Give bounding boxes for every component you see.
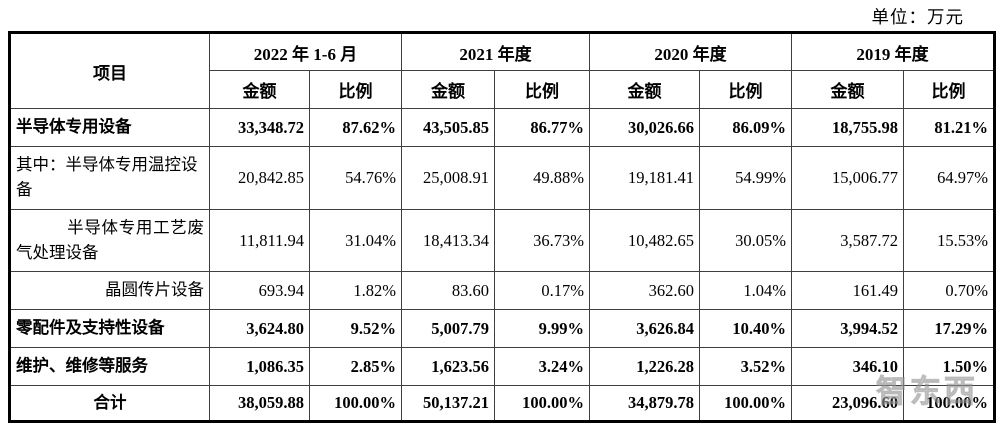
ratio-cell: 100.00%	[308, 385, 403, 422]
amount-cell: 1,226.28	[589, 347, 701, 386]
ratio-cell: 54.99%	[699, 146, 793, 210]
column-header-period-2021: 2021 年度	[401, 32, 591, 71]
column-header-ratio: 比例	[308, 70, 403, 109]
ratio-cell: 0.17%	[494, 271, 591, 310]
amount-cell: 50,137.21	[401, 385, 496, 422]
table-row-exhaust-gas-equipment: 半导体专用工艺废气处理设备 11,811.94 31.04% 18,413.34…	[9, 209, 996, 272]
column-header-ratio: 比例	[699, 70, 793, 109]
amount-cell: 43,505.85	[401, 108, 496, 147]
amount-cell: 10,482.65	[589, 209, 701, 272]
amount-cell: 11,811.94	[209, 209, 310, 272]
table-row-maintenance-services: 维护、维修等服务 1,086.35 2.85% 1,623.56 3.24% 1…	[9, 347, 996, 386]
table-row-total: 合计 38,059.88 100.00% 50,137.21 100.00% 3…	[9, 385, 996, 422]
amount-cell: 20,842.85	[209, 146, 310, 210]
amount-cell: 23,096.60	[791, 385, 905, 422]
ratio-cell: 81.21%	[903, 108, 996, 147]
ratio-cell: 9.99%	[494, 309, 591, 348]
amount-cell: 18,413.34	[401, 209, 496, 272]
amount-cell: 161.49	[791, 271, 905, 310]
table-row-spare-parts: 零配件及支持性设备 3,624.80 9.52% 5,007.79 9.99% …	[9, 309, 996, 348]
column-header-period-2022: 2022 年 1-6 月	[208, 32, 403, 71]
row-label: 合计	[9, 385, 210, 422]
ratio-cell: 1.04%	[699, 271, 793, 310]
ratio-cell: 1.82%	[308, 271, 403, 310]
amount-cell: 33,348.72	[209, 108, 310, 147]
header-row-measures: 金额 比例 金额 比例 金额 比例 金额 比例	[10, 70, 996, 109]
ratio-cell: 86.77%	[494, 108, 591, 147]
row-label: 晶圆传片设备	[9, 271, 210, 310]
ratio-cell: 87.62%	[308, 108, 403, 147]
amount-cell: 1,086.35	[209, 347, 310, 386]
amount-cell: 1,623.56	[401, 347, 496, 386]
column-header-ratio: 比例	[903, 70, 996, 109]
row-label: 半导体专用工艺废气处理设备	[9, 209, 210, 272]
ratio-cell: 17.29%	[903, 309, 996, 348]
table-row-semiconductor-equipment: 半导体专用设备 33,348.72 87.62% 43,505.85 86.77…	[9, 108, 996, 147]
amount-cell: 5,007.79	[401, 309, 496, 348]
ratio-cell: 1.50%	[903, 347, 996, 386]
ratio-cell: 3.24%	[494, 347, 591, 386]
ratio-cell: 100.00%	[494, 385, 591, 422]
amount-cell: 693.94	[209, 271, 310, 310]
ratio-cell: 0.70%	[903, 271, 996, 310]
row-label: 其中：半导体专用温控设备	[9, 146, 210, 210]
table-row-temp-control-equipment: 其中：半导体专用温控设备 20,842.85 54.76% 25,008.91 …	[9, 146, 996, 210]
ratio-cell: 31.04%	[308, 209, 403, 272]
table-body: 半导体专用设备 33,348.72 87.62% 43,505.85 86.77…	[9, 108, 996, 422]
ratio-cell: 86.09%	[699, 108, 793, 147]
ratio-cell: 54.76%	[308, 146, 403, 210]
column-header-amount: 金额	[209, 70, 310, 109]
row-label: 维护、维修等服务	[9, 347, 210, 386]
amount-cell: 362.60	[589, 271, 701, 310]
amount-cell: 3,624.80	[209, 309, 310, 348]
ratio-cell: 36.73%	[494, 209, 591, 272]
column-header-period-2020: 2020 年度	[589, 32, 793, 71]
ratio-cell: 3.52%	[699, 347, 793, 386]
ratio-cell: 49.88%	[494, 146, 591, 210]
table-header: 项目 2022 年 1-6 月 2021 年度 2020 年度 2019 年度 …	[9, 32, 996, 109]
column-header-amount: 金额	[589, 70, 701, 109]
column-header-ratio: 比例	[494, 70, 591, 109]
column-header-amount: 金额	[401, 70, 496, 109]
row-label: 半导体专用设备	[9, 108, 210, 147]
amount-cell: 38,059.88	[209, 385, 310, 422]
column-header-item: 项目	[9, 32, 210, 109]
amount-cell: 18,755.98	[791, 108, 905, 147]
amount-cell: 19,181.41	[589, 146, 701, 210]
amount-cell: 30,026.66	[589, 108, 701, 147]
ratio-cell: 64.97%	[903, 146, 996, 210]
ratio-cell: 100.00%	[699, 385, 793, 422]
column-header-amount: 金额	[791, 70, 905, 109]
unit-label: 单位：万元	[871, 7, 964, 27]
ratio-cell: 10.40%	[699, 309, 793, 348]
amount-cell: 3,587.72	[791, 209, 905, 272]
ratio-cell: 9.52%	[308, 309, 403, 348]
ratio-cell: 100.00%	[903, 385, 996, 422]
header-row-periods: 项目 2022 年 1-6 月 2021 年度 2020 年度 2019 年度	[9, 32, 996, 109]
ratio-cell: 2.85%	[308, 347, 403, 386]
row-label: 零配件及支持性设备	[9, 309, 210, 348]
financial-table: 项目 2022 年 1-6 月 2021 年度 2020 年度 2019 年度 …	[8, 31, 997, 423]
amount-cell: 3,626.84	[589, 309, 701, 348]
amount-cell: 346.10	[791, 347, 905, 386]
amount-cell: 34,879.78	[589, 385, 701, 422]
amount-cell: 25,008.91	[401, 146, 496, 210]
amount-cell: 3,994.52	[791, 309, 905, 348]
amount-cell: 83.60	[401, 271, 496, 310]
column-header-period-2019: 2019 年度	[791, 32, 996, 71]
table-row-wafer-transfer-equipment: 晶圆传片设备 693.94 1.82% 83.60 0.17% 362.60 1…	[9, 271, 996, 310]
ratio-cell: 30.05%	[699, 209, 793, 272]
ratio-cell: 15.53%	[903, 209, 996, 272]
amount-cell: 15,006.77	[791, 146, 905, 210]
